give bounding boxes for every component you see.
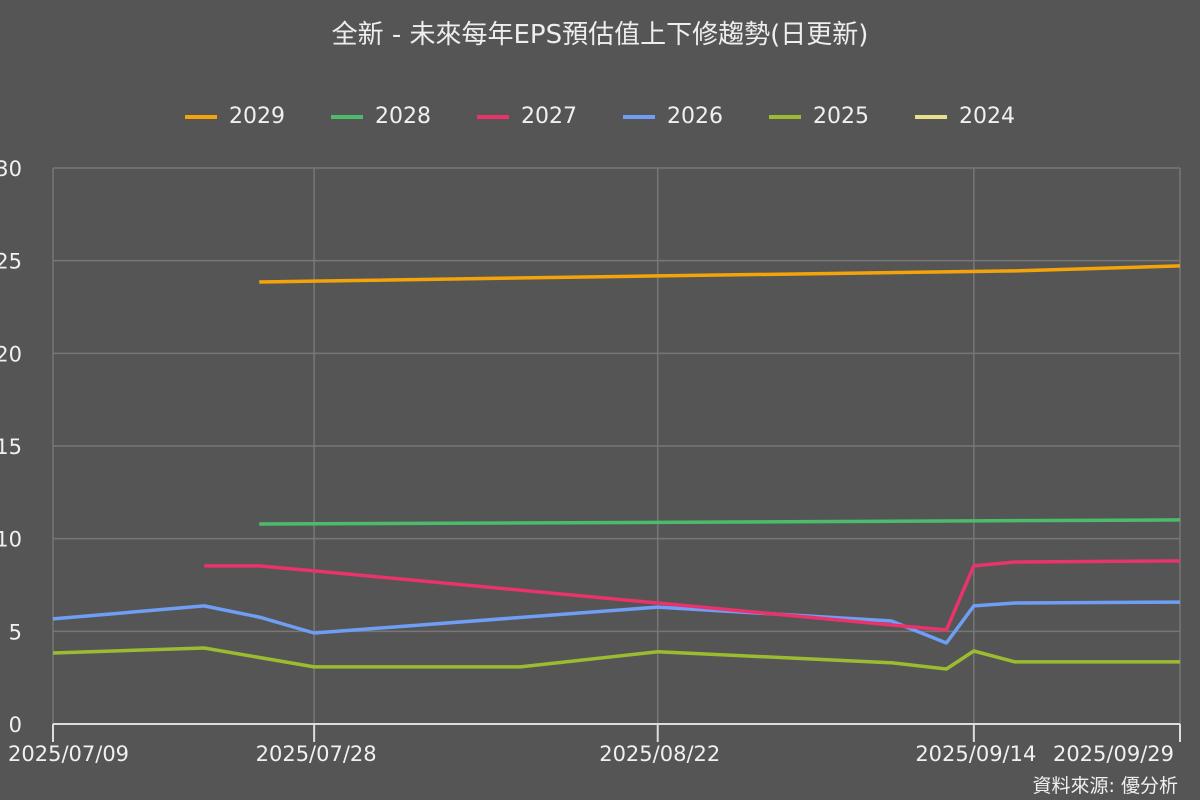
chart-title: 全新 - 未來每年EPS預估值上下修趨勢(日更新) [331, 20, 869, 50]
series-line-2028 [259, 518, 1181, 526]
y-tick-label: 30 [0, 157, 22, 181]
legend-label: 2024 [959, 104, 1015, 129]
y-tick-label: 20 [0, 342, 22, 366]
legend-swatch [331, 114, 363, 119]
x-tick-label: 2025/07/28 [256, 742, 377, 766]
legend-item-2024[interactable]: 2024 [915, 104, 1015, 129]
legend-label: 2027 [521, 104, 577, 129]
legend-label: 2026 [667, 104, 723, 129]
legend-item-2028[interactable]: 2028 [331, 104, 431, 129]
y-tick-label: 10 [0, 528, 22, 552]
legend-item-2026[interactable]: 2026 [623, 104, 723, 129]
legend: 2029 2028 2027 2026 2025 2024 [0, 104, 1200, 129]
y-tick-label: 15 [0, 435, 22, 459]
legend-label: 2029 [229, 104, 285, 129]
series-line-2029 [259, 264, 1181, 284]
series-line-2026 [52, 600, 1181, 645]
legend-swatch [477, 114, 509, 119]
legend-swatch [915, 114, 947, 119]
legend-item-2029[interactable]: 2029 [185, 104, 285, 129]
y-tick-label: 0 [9, 713, 22, 737]
legend-label: 2028 [375, 104, 431, 129]
legend-swatch [185, 114, 217, 119]
series-line-2027 [204, 559, 1181, 632]
y-tick-label: 5 [9, 620, 22, 644]
legend-swatch [769, 114, 801, 119]
data-source: 資料來源: 優分析 [1032, 775, 1178, 797]
series-line-2025 [52, 646, 1180, 671]
legend-swatch [623, 114, 655, 119]
y-tick-label: 25 [0, 250, 22, 274]
x-tick-label: 2025/08/22 [599, 742, 720, 766]
x-tick-label: 2025/09/29 [1053, 742, 1174, 766]
x-tick-label: 2025/07/09 [8, 742, 129, 766]
x-tick-label: 2025/09/14 [915, 742, 1036, 766]
legend-label: 2025 [813, 104, 869, 129]
legend-item-2027[interactable]: 2027 [477, 104, 577, 129]
legend-item-2025[interactable]: 2025 [769, 104, 869, 129]
